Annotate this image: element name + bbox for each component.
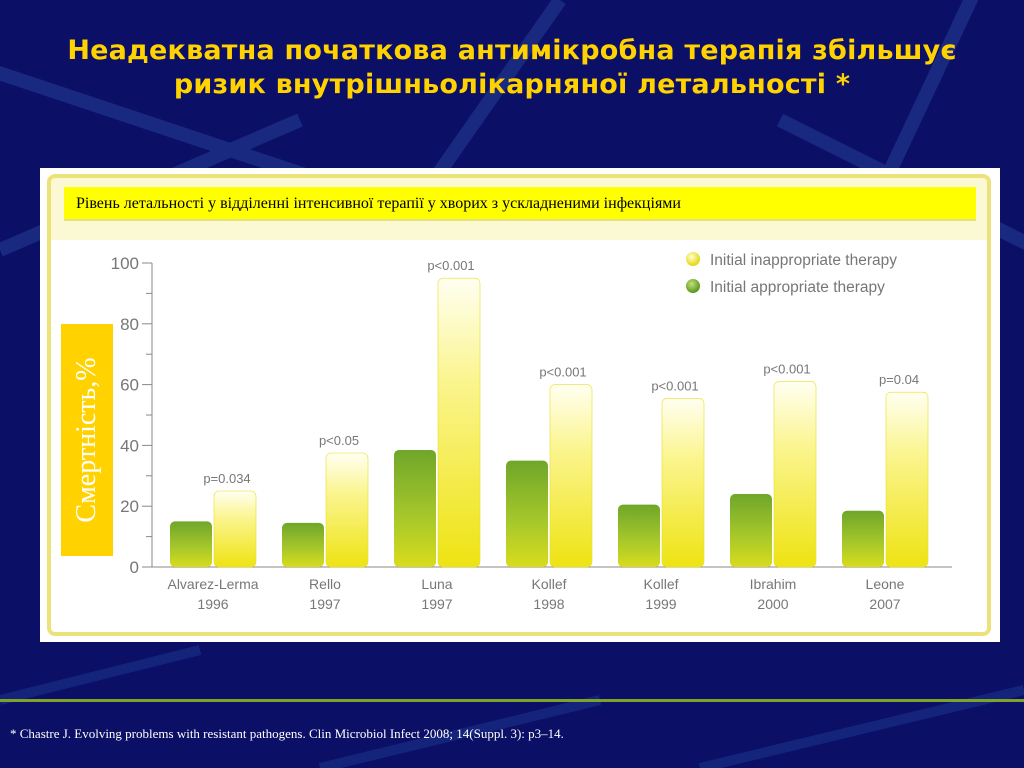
x-tick-label-study: Kollef	[531, 576, 566, 592]
y-tick-label: 40	[120, 436, 139, 455]
y-axis-label: Смертність,%	[71, 357, 102, 523]
x-tick-label-year: 1997	[309, 596, 340, 612]
chart-caption: Рівень летальності у відділенні інтенсив…	[64, 187, 976, 221]
x-tick-label-study: Kollef	[643, 576, 678, 592]
legend-marker	[686, 279, 700, 293]
footer-divider	[0, 699, 1024, 702]
bar-inappropriate	[437, 277, 481, 568]
x-tick-label-study: Leone	[866, 576, 905, 592]
legend: Initial inappropriate therapy Initial app…	[686, 252, 897, 296]
x-tick-label-year: 1999	[645, 596, 676, 612]
p-value-label: p<0.001	[763, 362, 810, 377]
x-tick-label-study: Luna	[421, 576, 452, 592]
bar-appropriate	[618, 504, 660, 567]
x-tick-label-study: Alvarez-Lerma	[167, 576, 258, 592]
p-value-label: p=0.04	[879, 372, 919, 387]
bar-appropriate	[506, 460, 548, 567]
p-value-label: p<0.05	[319, 433, 359, 448]
y-tick-label: 20	[120, 497, 139, 516]
y-tick-label: 0	[130, 558, 139, 577]
x-tick-label-year: 1996	[197, 596, 228, 612]
bar-inappropriate	[213, 490, 257, 568]
y-axis-label-box	[61, 324, 113, 556]
p-value-label: p<0.001	[539, 365, 586, 380]
bar-inappropriate	[885, 391, 929, 568]
title-line-1: Неадекватна початкова антимікробна терап…	[67, 35, 957, 66]
bar-appropriate	[170, 521, 212, 567]
x-tick-label-study: Rello	[309, 576, 341, 592]
y-tick-label: 100	[111, 254, 139, 273]
p-value-label: p=0.034	[203, 471, 250, 486]
bar-inappropriate	[773, 381, 817, 568]
bar-inappropriate	[325, 452, 369, 568]
x-tick-label-year: 1997	[421, 596, 452, 612]
bar-appropriate	[282, 522, 324, 567]
legend-label: Initial inappropriate therapy	[710, 252, 897, 269]
x-tick-label-year: 1998	[533, 596, 564, 612]
x-tick-label-study: Ibrahim	[750, 576, 797, 592]
bar-appropriate	[730, 494, 772, 567]
bars-group: p=0.034 p<0.05 p<0.001 p<0.001 p<0.001 p<0.00…	[170, 258, 929, 568]
p-value-label: p<0.001	[427, 258, 474, 273]
footnote: * Chastre J. Evolving problems with resi…	[10, 726, 564, 741]
y-axis: 0 20 40 60 80 100	[111, 254, 952, 577]
bar-inappropriate	[661, 397, 705, 568]
legend-label: Initial appropriate therapy	[710, 279, 885, 296]
x-tick-label-year: 2000	[757, 596, 788, 612]
p-value-label: p<0.001	[651, 378, 698, 393]
slide-title: Неадекватна початкова антимікробна терап…	[40, 34, 984, 102]
y-tick-label: 80	[120, 315, 139, 334]
legend-marker	[686, 252, 700, 266]
bar-inappropriate	[549, 384, 593, 568]
title-line-2: ризик внутрішньолікарняної летальності *	[173, 69, 851, 100]
bar-appropriate	[842, 510, 884, 567]
y-tick-label: 60	[120, 376, 139, 395]
x-axis-labels: Alvarez-Lerma 1996 Rello 1997 Luna 1997 Kollef…	[167, 576, 904, 612]
bar-appropriate	[394, 449, 436, 567]
x-tick-label-year: 2007	[869, 596, 900, 612]
